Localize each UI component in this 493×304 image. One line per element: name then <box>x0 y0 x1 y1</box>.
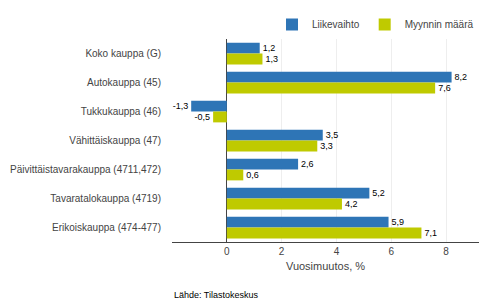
svg-text:Päivittäistavarakauppa (4711,4: Päivittäistavarakauppa (4711,472) <box>10 164 161 175</box>
svg-text:2: 2 <box>279 246 285 257</box>
svg-text:Myynnin määrä: Myynnin määrä <box>405 19 474 30</box>
svg-text:7,1: 7,1 <box>424 228 437 238</box>
svg-text:Autokauppa (45): Autokauppa (45) <box>87 77 161 88</box>
svg-text:0,6: 0,6 <box>246 170 259 180</box>
svg-text:Tavaratalokauppa (4719): Tavaratalokauppa (4719) <box>50 193 161 204</box>
svg-text:3,3: 3,3 <box>320 141 333 151</box>
svg-text:5,2: 5,2 <box>372 188 385 198</box>
svg-text:4,2: 4,2 <box>345 199 358 209</box>
svg-text:Vähittäiskauppa (47): Vähittäiskauppa (47) <box>69 135 161 146</box>
svg-text:Tukkukauppa (46): Tukkukauppa (46) <box>81 106 161 117</box>
svg-text:1,3: 1,3 <box>265 54 278 64</box>
svg-text:Lähde: Tilastokeskus: Lähde: Tilastokeskus <box>174 290 259 300</box>
svg-text:0: 0 <box>224 246 230 257</box>
svg-text:3,5: 3,5 <box>326 130 339 140</box>
svg-text:8: 8 <box>443 246 449 257</box>
svg-text:2,6: 2,6 <box>301 159 314 169</box>
svg-text:8,2: 8,2 <box>455 72 468 82</box>
svg-text:5,9: 5,9 <box>392 217 405 227</box>
svg-text:Liikevaihto: Liikevaihto <box>312 19 360 30</box>
svg-text:Koko kauppa (G): Koko kauppa (G) <box>85 48 161 59</box>
svg-text:-0,5: -0,5 <box>195 112 211 122</box>
svg-text:-1,3: -1,3 <box>173 101 189 111</box>
svg-text:7,6: 7,6 <box>438 83 451 93</box>
svg-text:4: 4 <box>334 246 340 257</box>
svg-text:Vuosimuutos, %: Vuosimuutos, % <box>286 260 365 272</box>
svg-text:6: 6 <box>389 246 395 257</box>
svg-text:Erikoiskauppa (474-477): Erikoiskauppa (474-477) <box>52 222 161 233</box>
svg-text:1,2: 1,2 <box>263 43 276 53</box>
